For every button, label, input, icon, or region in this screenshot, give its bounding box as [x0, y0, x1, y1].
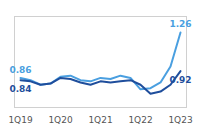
svg-text:1.26: 1.26 — [169, 19, 191, 29]
svg-text:0.86: 0.86 — [9, 65, 31, 75]
svg-text:1Q21: 1Q21 — [88, 115, 112, 125]
svg-text:0.92: 0.92 — [169, 75, 191, 85]
svg-text:1Q19: 1Q19 — [8, 115, 33, 125]
svg-text:1Q23: 1Q23 — [168, 115, 192, 125]
svg-text:1Q22: 1Q22 — [128, 115, 152, 125]
svg-text:0.84: 0.84 — [9, 84, 31, 94]
svg-text:1Q20: 1Q20 — [48, 115, 73, 125]
